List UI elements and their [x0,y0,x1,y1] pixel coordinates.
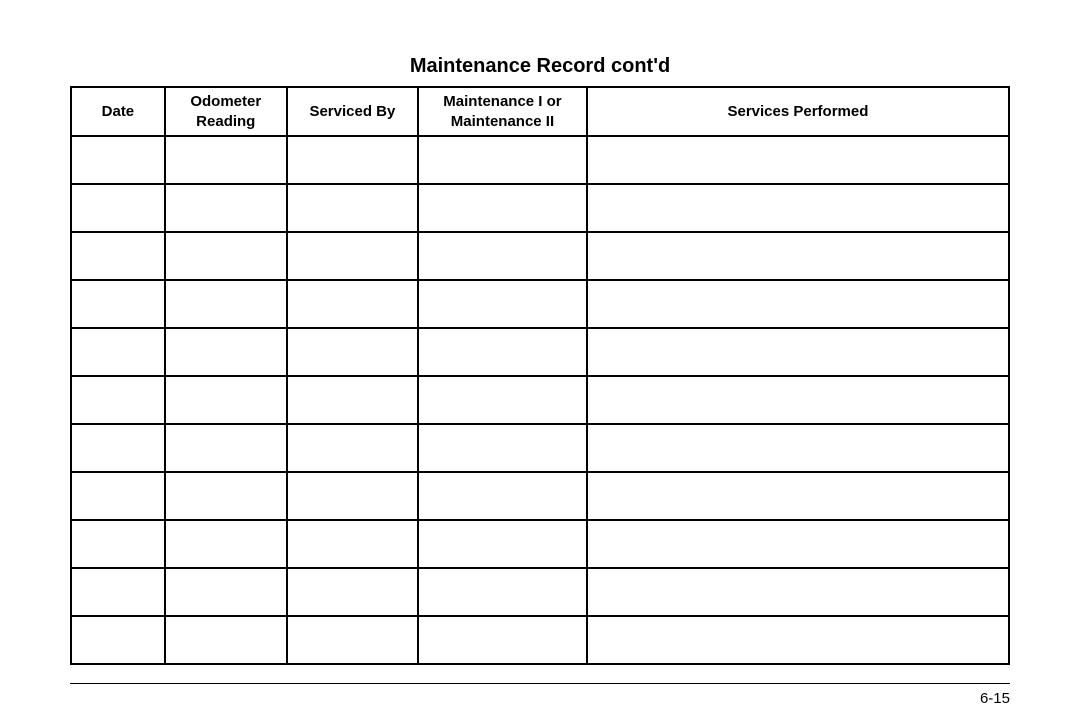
table-cell [71,520,165,568]
table-cell [287,232,418,280]
column-header: Odometer Reading [165,87,287,136]
table-cell [418,184,587,232]
table-cell [418,472,587,520]
table-cell [165,376,287,424]
table-cell [287,472,418,520]
table-cell [587,472,1009,520]
table-cell [287,616,418,664]
table-cell [71,328,165,376]
page-number: 6-15 [70,690,1010,707]
table-cell [165,184,287,232]
table-cell [165,472,287,520]
table-cell [165,232,287,280]
column-header-line2: Reading [196,113,255,130]
page-title: Maintenance Record cont'd [70,55,1010,78]
table-row [71,280,1009,328]
table-cell [287,376,418,424]
table-cell [71,424,165,472]
maintenance-table: Date Odometer Reading Serviced By Maintenanc… [70,86,1010,665]
table-cell [287,136,418,184]
table-cell [418,328,587,376]
footer-divider [70,683,1010,684]
column-header-line1: Services Performed [727,103,868,120]
table-cell [71,616,165,664]
table-row [71,136,1009,184]
column-header-line1: Date [102,103,135,120]
table-cell [418,136,587,184]
column-header-line1: Serviced By [309,103,395,120]
table-cell [587,184,1009,232]
table-cell [165,424,287,472]
table-cell [165,616,287,664]
table-cell [165,280,287,328]
table-cell [418,568,587,616]
table-cell [71,232,165,280]
table-row [71,184,1009,232]
column-header-line1: Odometer [190,93,261,110]
table-cell [587,232,1009,280]
table-cell [418,376,587,424]
table-cell [71,568,165,616]
column-header: Date [71,87,165,136]
column-header-line2: Maintenance II [451,113,554,130]
table-row [71,232,1009,280]
table-cell [165,568,287,616]
column-header: Services Performed [587,87,1009,136]
table-cell [287,184,418,232]
table-cell [418,280,587,328]
table-cell [287,520,418,568]
table-cell [587,520,1009,568]
table-cell [165,520,287,568]
table-row [71,472,1009,520]
table-row [71,424,1009,472]
table-cell [71,472,165,520]
column-header-line1: Maintenance I or [443,93,561,110]
table-cell [587,136,1009,184]
table-cell [587,616,1009,664]
table-cell [418,616,587,664]
table-cell [418,232,587,280]
table-cell [287,424,418,472]
table-cell [418,520,587,568]
table-row [71,520,1009,568]
table-cell [587,328,1009,376]
table-cell [71,136,165,184]
table-row [71,616,1009,664]
table-cell [418,424,587,472]
table-cell [287,328,418,376]
column-header: Serviced By [287,87,418,136]
table-cell [165,328,287,376]
table-cell [587,424,1009,472]
table-cell [287,568,418,616]
table-cell [587,280,1009,328]
table-cell [165,136,287,184]
table-row [71,568,1009,616]
table-cell [71,376,165,424]
table-header-row: Date Odometer Reading Serviced By Maintenanc… [71,87,1009,136]
table-row [71,328,1009,376]
table-cell [71,280,165,328]
table-cell [287,280,418,328]
table-row [71,376,1009,424]
table-cell [587,568,1009,616]
table-cell [587,376,1009,424]
column-header: Maintenance I or Maintenance II [418,87,587,136]
table-cell [71,184,165,232]
